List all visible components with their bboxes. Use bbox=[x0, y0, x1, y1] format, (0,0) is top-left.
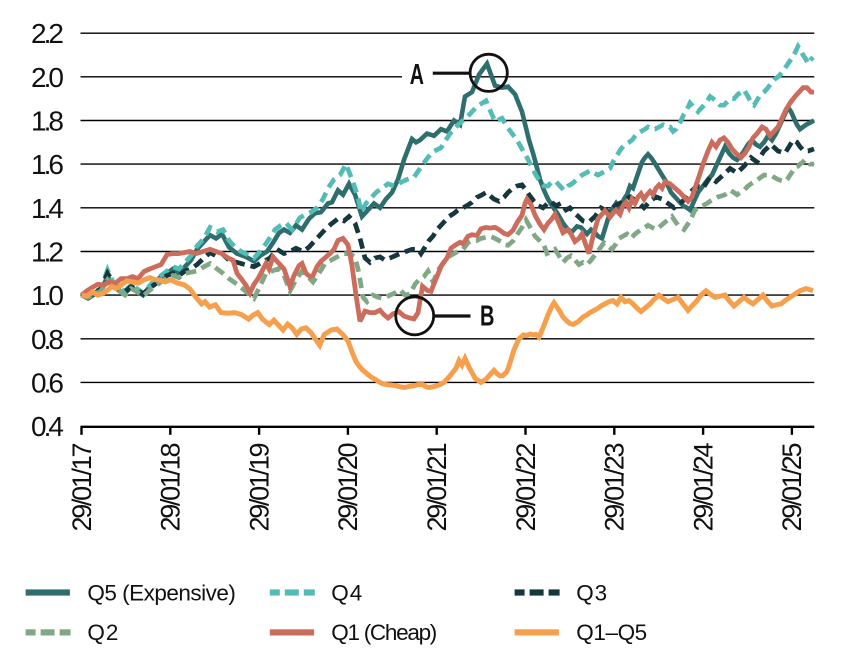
svg-text:29/01/20: 29/01/20 bbox=[333, 443, 363, 532]
svg-text:A: A bbox=[410, 59, 424, 90]
svg-text:29/01/17: 29/01/17 bbox=[67, 443, 97, 532]
svg-text:29/01/22: 29/01/22 bbox=[511, 443, 541, 532]
svg-text:29/01/24: 29/01/24 bbox=[688, 443, 718, 532]
svg-text:0.8: 0.8 bbox=[31, 324, 64, 355]
svg-text:29/01/23: 29/01/23 bbox=[600, 443, 630, 532]
svg-text:29/01/25: 29/01/25 bbox=[777, 443, 807, 532]
svg-text:B: B bbox=[480, 301, 494, 332]
svg-text:Q1 (Cheap): Q1 (Cheap) bbox=[331, 620, 437, 645]
svg-text:1.0: 1.0 bbox=[31, 280, 64, 311]
svg-text:29/01/19: 29/01/19 bbox=[244, 443, 274, 532]
svg-text:1.4: 1.4 bbox=[31, 193, 64, 224]
svg-text:Q5 (Expensive): Q5 (Expensive) bbox=[87, 580, 236, 605]
svg-text:1.2: 1.2 bbox=[31, 237, 64, 268]
svg-text:1.8: 1.8 bbox=[31, 106, 64, 137]
svg-text:1.6: 1.6 bbox=[31, 149, 64, 180]
svg-text:0.4: 0.4 bbox=[31, 411, 64, 442]
svg-text:Q2: Q2 bbox=[87, 620, 118, 645]
svg-text:2.0: 2.0 bbox=[31, 62, 64, 93]
svg-text:Q3: Q3 bbox=[576, 580, 607, 605]
svg-text:2.2: 2.2 bbox=[31, 18, 64, 49]
svg-text:Q4: Q4 bbox=[331, 580, 362, 605]
svg-text:29/01/21: 29/01/21 bbox=[422, 443, 452, 532]
svg-text:0.6: 0.6 bbox=[31, 367, 64, 398]
svg-text:29/01/18: 29/01/18 bbox=[156, 443, 186, 532]
svg-text:Q1–Q5: Q1–Q5 bbox=[576, 620, 647, 645]
